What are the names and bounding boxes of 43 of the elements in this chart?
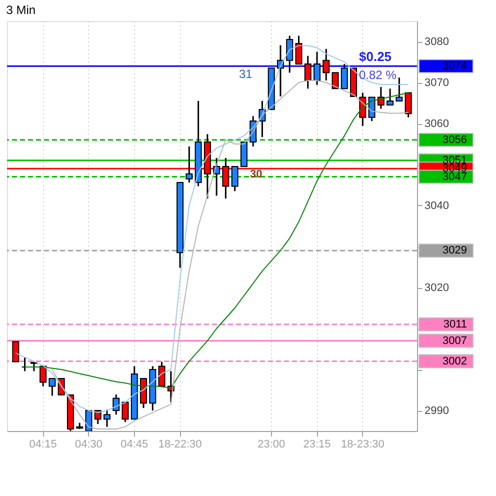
candlestick bbox=[404, 92, 412, 118]
y-tick-label: 3020 bbox=[424, 282, 449, 294]
y-tick-label: 2990 bbox=[424, 405, 449, 417]
candlestick bbox=[332, 72, 339, 90]
y-tick-label: 3060 bbox=[424, 118, 449, 130]
ref-line-label: 3074 bbox=[442, 60, 467, 72]
ref-line-label: 3011 bbox=[443, 318, 467, 330]
annotation: 30 bbox=[250, 168, 262, 181]
candlestick bbox=[103, 408, 110, 428]
candlestick bbox=[186, 146, 193, 184]
y-tick-label: 3080 bbox=[424, 36, 449, 48]
ref-line-label: 3056 bbox=[442, 134, 467, 146]
candlestick bbox=[322, 48, 330, 82]
annotation: 0.82 % bbox=[359, 68, 397, 82]
chart-title: 3 Min bbox=[6, 3, 36, 17]
x-tick-label: 23:00 bbox=[258, 438, 286, 450]
ref-line-label: 3029 bbox=[442, 244, 467, 257]
candlestick bbox=[94, 410, 102, 425]
candlestick bbox=[304, 55, 312, 90]
candlestick bbox=[40, 365, 47, 388]
candlestick bbox=[12, 341, 20, 362]
x-tick-label: 18-22:30 bbox=[158, 438, 202, 450]
ref-line-label: 3007 bbox=[442, 334, 467, 347]
ref-line-label: 3002 bbox=[442, 355, 467, 368]
annotation: 31 bbox=[239, 67, 253, 82]
candlestick bbox=[112, 394, 120, 416]
candlestick bbox=[48, 378, 56, 396]
x-tick-label: 04:45 bbox=[120, 438, 148, 450]
candlestick bbox=[295, 35, 302, 65]
y-tick-label: 3070 bbox=[424, 77, 449, 89]
x-tick-label: 23:15 bbox=[303, 438, 331, 450]
x-tick-label: 18-23:30 bbox=[340, 438, 384, 450]
x-tick-label: 04:15 bbox=[29, 438, 57, 450]
candlestick bbox=[340, 63, 348, 90]
candlestick bbox=[314, 51, 321, 86]
annotation: $0.25 bbox=[359, 49, 392, 64]
candlestick bbox=[386, 88, 394, 106]
y-tick-label: 3040 bbox=[424, 200, 449, 212]
candlestick bbox=[396, 76, 403, 102]
candlestick bbox=[122, 402, 129, 423]
x-tick-label: 04:30 bbox=[74, 438, 102, 450]
candlestick bbox=[231, 166, 238, 192]
candlestick bbox=[286, 35, 294, 74]
